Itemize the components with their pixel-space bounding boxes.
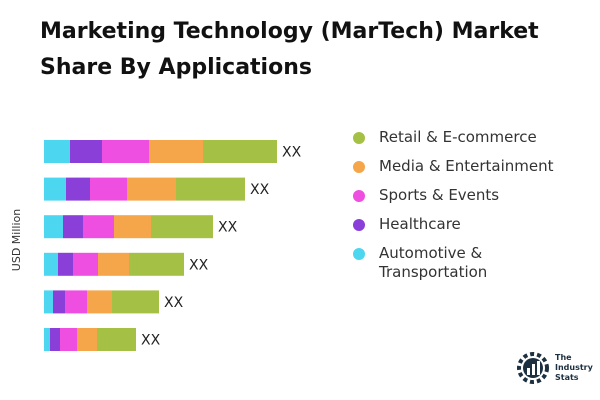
chart-title: Marketing Technology (MarTech) Market Sh… xyxy=(40,19,539,80)
legend-swatch xyxy=(353,219,365,231)
bar-segment xyxy=(44,328,50,351)
logo-line: Industry xyxy=(555,363,593,372)
y-axis-label: USD Million xyxy=(10,209,23,271)
bar-segment xyxy=(44,215,63,239)
bar-segment xyxy=(70,140,102,163)
legend-label: Automotive & Transportation xyxy=(379,244,488,281)
logo-line: The xyxy=(555,353,572,362)
legend-swatch xyxy=(353,248,365,260)
logo-line: Stats xyxy=(555,373,579,382)
bar-label: XX xyxy=(250,182,270,198)
bar-label: XX xyxy=(141,333,161,349)
bar-segment xyxy=(114,215,151,239)
bar-segment xyxy=(77,328,97,351)
bar-segment xyxy=(58,252,73,276)
logo: The Industry Stats xyxy=(515,350,593,386)
bar-segment xyxy=(65,290,87,314)
bar-segment xyxy=(50,328,60,351)
logo-text: The Industry Stats xyxy=(555,353,593,383)
legend-swatch xyxy=(353,161,365,173)
bar-label: XX xyxy=(164,295,184,311)
legend-item: Sports & Events xyxy=(350,186,590,205)
bar-segment xyxy=(60,328,77,351)
legend-label: Media & Entertainment xyxy=(379,157,554,175)
legend-label: Retail & E-commerce xyxy=(379,128,537,146)
bar-segment xyxy=(129,252,184,276)
bar-label: XX xyxy=(282,145,302,161)
bar-segment xyxy=(83,215,114,239)
legend-item: Healthcare xyxy=(350,215,590,234)
bar-segment xyxy=(63,215,83,239)
bar-segment xyxy=(73,252,98,276)
bar-segment xyxy=(87,290,112,314)
bar-segment xyxy=(203,140,277,163)
bar-segment xyxy=(90,177,127,201)
legend-item: Media & Entertainment xyxy=(350,157,590,176)
bar-segment xyxy=(44,140,70,163)
legend-swatch xyxy=(353,132,365,144)
legend-swatch xyxy=(353,190,365,202)
bar-segment xyxy=(176,177,245,201)
bar-label: XX xyxy=(189,257,209,273)
bar-segment xyxy=(151,215,213,239)
bar-segment xyxy=(44,177,66,201)
bar-segment xyxy=(53,290,65,314)
legend-label: Healthcare xyxy=(379,215,461,233)
legend: Retail & E-commerce Media & Entertainment… xyxy=(350,128,590,292)
logo-icon xyxy=(517,352,549,384)
bar-segment xyxy=(127,177,176,201)
legend-item: Automotive & Transportation xyxy=(350,244,590,282)
bar-label: XX xyxy=(218,220,238,236)
bar-segment xyxy=(102,140,149,163)
bar-segment xyxy=(44,252,58,276)
bar-segment xyxy=(98,252,129,276)
legend-label: Sports & Events xyxy=(379,186,500,204)
bar-segment xyxy=(149,140,203,163)
bar-segment xyxy=(97,328,136,351)
legend-item: Retail & E-commerce xyxy=(350,128,590,147)
bar-segment xyxy=(112,290,159,314)
bar-segment xyxy=(66,177,90,201)
bar-segment xyxy=(44,290,53,314)
